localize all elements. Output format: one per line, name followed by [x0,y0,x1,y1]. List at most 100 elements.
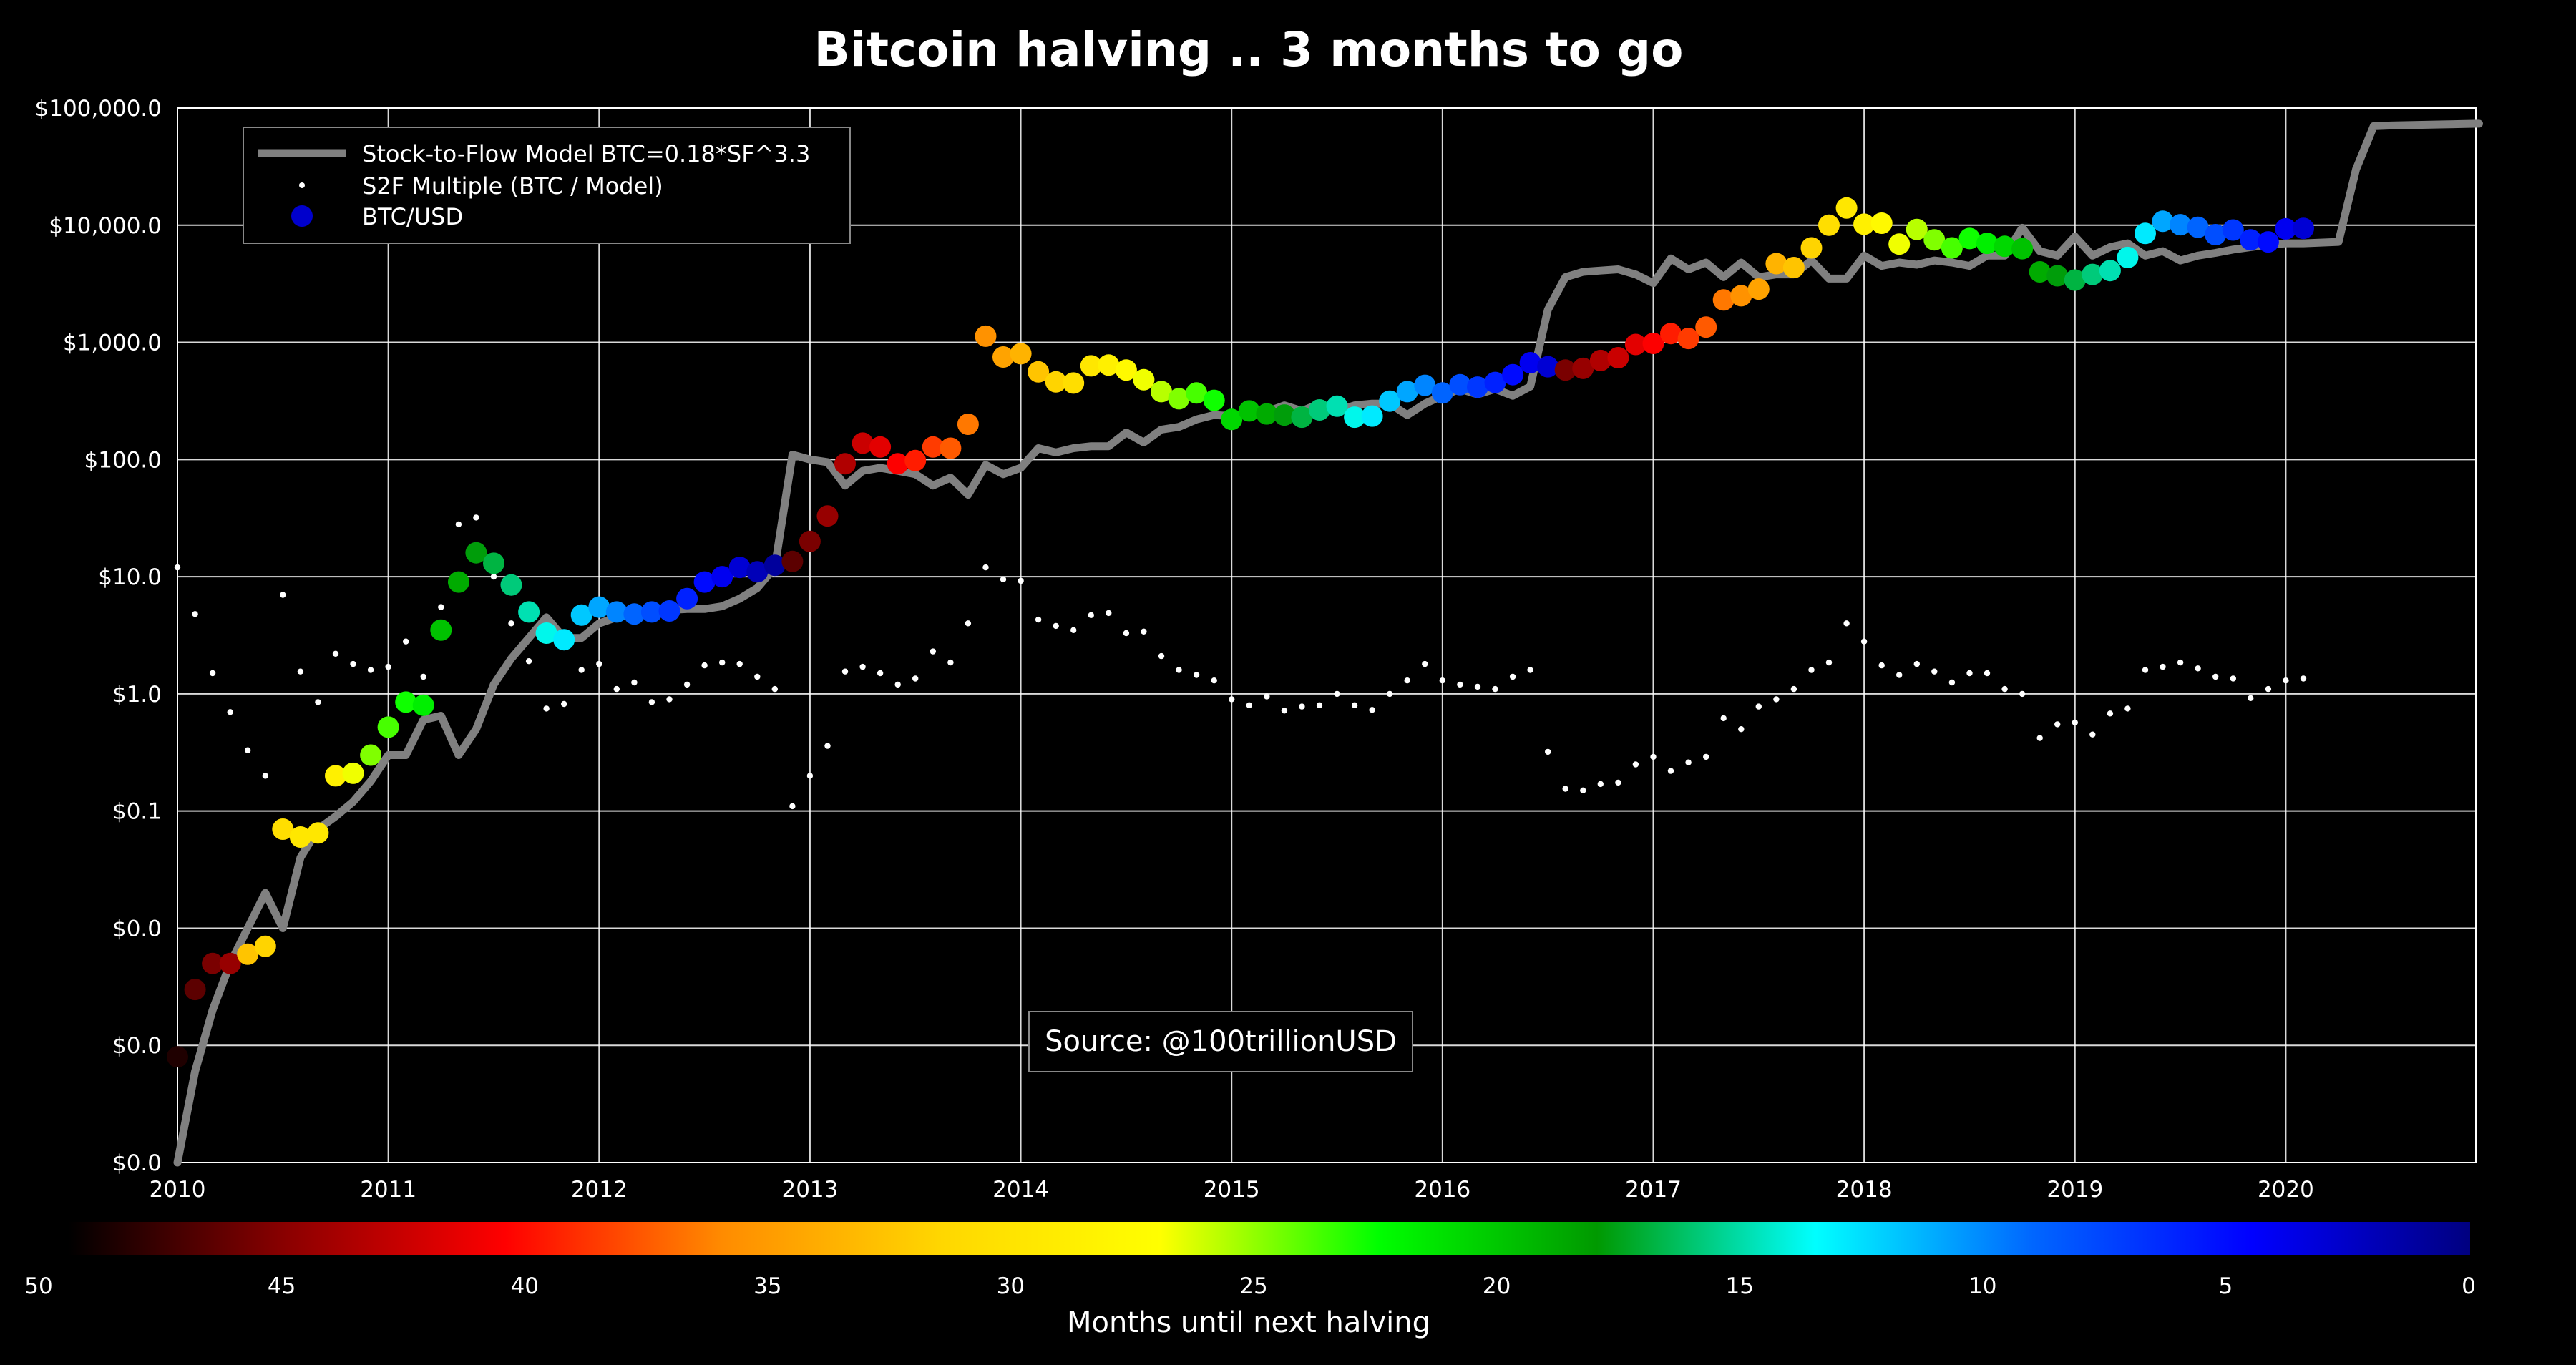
multiple-point [1422,660,1428,667]
multiple-point [1703,753,1709,760]
price-point [1765,253,1787,275]
multiple-point [420,673,426,680]
price-point [1976,233,1998,255]
price-point [570,604,592,626]
source-annotation: Source: @100trillionUSD [1028,1011,1413,1072]
multiple-point [1070,627,1077,633]
multiple-point [2019,690,2026,698]
price-point [1818,214,1840,236]
multiple-point [227,709,233,715]
multiple-point [1580,787,1586,794]
multiple-point [1229,696,1235,703]
price-point [746,561,769,583]
price-point [1431,382,1453,404]
price-point [553,629,575,651]
multiple-point [1176,667,1182,673]
price-point [1449,373,1471,396]
price-point [2257,231,2279,253]
multiple-point [1141,628,1147,635]
price-point [1133,368,1155,391]
multiple-point [1650,753,1657,760]
multiple-point [1474,683,1481,690]
price-point [1045,371,1067,393]
price-point [904,449,927,471]
price-point [1660,323,1682,345]
multiple-point [947,659,954,666]
multiple-point [2036,735,2043,741]
price-point [1782,257,1805,278]
x-tick-label: 2015 [1204,1177,1260,1203]
price-point [2064,269,2086,291]
legend-multiple-swatch [299,182,305,188]
multiple-point [2072,719,2078,726]
multiple-point [2001,685,2008,693]
multiple-point [824,743,831,749]
x-tick-label: 2018 [1836,1177,1893,1203]
multiple-point [1878,662,1885,669]
price-point [1396,381,1418,403]
multiple-point [1843,620,1850,627]
price-point [1379,390,1401,412]
price-point [1870,212,1893,234]
multiple-point [894,681,901,688]
price-point [325,765,346,787]
multiple-point [982,564,989,571]
multiple-point [1685,759,1692,765]
price-point [2293,217,2314,240]
price-point [1168,388,1190,410]
price-point [1941,237,1963,259]
price-point [2205,224,2227,245]
multiple-point [859,663,866,670]
multiple-point [1562,786,1568,792]
plot-frame [177,107,2477,1163]
y-tick-label: $100.0 [84,447,162,473]
colorbar-tick-label: 15 [1725,1273,1753,1299]
price-point [2240,229,2262,251]
price-point [922,436,944,458]
multiple-point [1088,612,1095,618]
multiple-point [1597,781,1604,788]
price-point [711,566,733,588]
multiple-point [2089,731,2096,738]
y-tick-label: $0.0 [112,916,162,941]
multiple-point [245,747,251,753]
colorbar-ticks: 50 45 40 35 30 25 20 15 10 5 0 [24,1273,2476,1299]
price-point [2222,219,2244,241]
price-point [588,596,610,618]
multiple-point [1457,681,1463,688]
multiple-point [1123,630,1130,637]
price-point [535,622,557,644]
price-point [1010,343,1032,365]
price-point [1273,404,1295,426]
price-point [781,550,804,572]
price-point [1923,229,1946,251]
multiple-point [1738,726,1745,733]
price-point [2046,265,2069,287]
price-point [2170,214,2192,236]
multiple-point [666,696,673,703]
multiple-point [596,660,602,667]
multiple-point [367,667,374,673]
price-point [605,601,628,623]
multiple-point [1790,685,1797,693]
price-point [623,603,645,625]
price-point [887,453,909,475]
multiple-point [297,668,304,675]
x-tick-label: 2016 [1414,1177,1470,1203]
price-point [1835,197,1858,219]
multiple-point [1966,670,1973,677]
multiple-point [403,638,409,645]
x-tick-label: 2010 [150,1177,206,1203]
x-axis-ticks: 2010 2011 2012 2013 2014 2015 2016 2017 2018 2019… [150,1177,2314,1203]
price-point [1677,328,1699,350]
price-point [1554,359,1576,381]
multiple-point [1369,707,1375,713]
legend-model-label: Stock-to-Flow Model BTC=0.18*SF^3.3 [362,140,810,167]
x-tick-label: 2019 [2046,1177,2103,1203]
legend-box [243,127,851,244]
colorbar-tick-label: 20 [1483,1273,1511,1299]
price-point [940,437,962,459]
multiple-point [1035,616,1042,623]
multiple-point [736,660,743,667]
y-tick-label: $0.0 [112,1033,162,1059]
